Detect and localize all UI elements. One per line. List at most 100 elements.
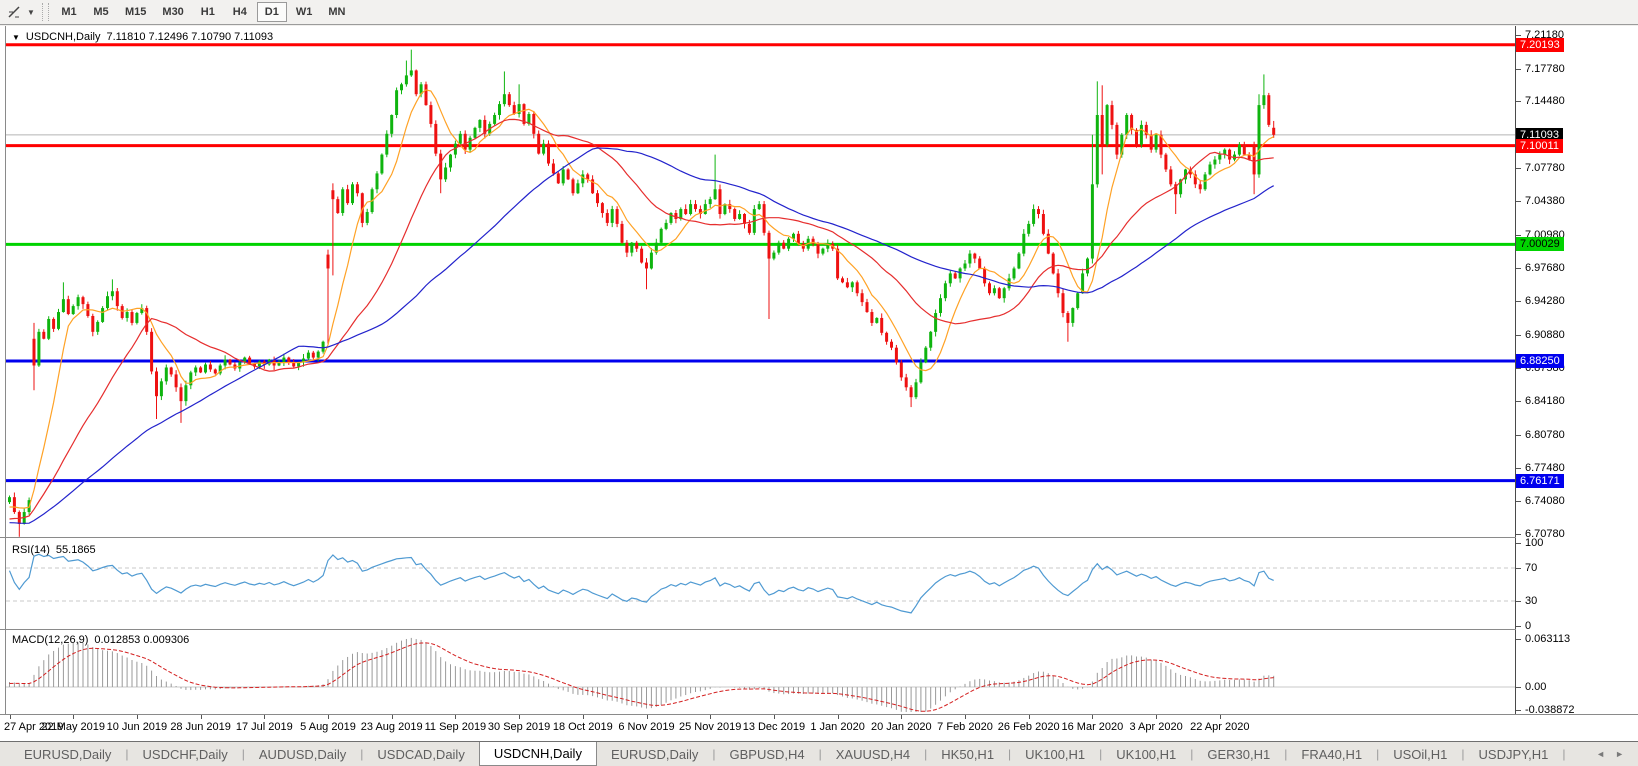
date-label: 11 Sep 2019 — [424, 721, 487, 733]
date-tick-mark — [837, 715, 839, 719]
price-level-badge: 7.20193 — [1516, 37, 1564, 52]
date-label: 22 May 2019 — [41, 721, 105, 733]
price-tick-label: 7.04380 — [1525, 195, 1565, 208]
chart-tab-uk100-h1[interactable]: UK100,H1 — [1116, 746, 1177, 762]
chart-tab-eurusd-daily[interactable]: EURUSD,Daily — [610, 746, 699, 762]
price-tick-mark — [1516, 101, 1521, 103]
date-tick-mark — [9, 715, 11, 719]
chart-tab-usdchf-daily[interactable]: USDCHF,Daily — [142, 746, 228, 762]
chart-tab-xauusd-h4[interactable]: XAUUSD,H4 — [835, 746, 911, 762]
price-tick-label: 6.77480 — [1525, 461, 1565, 474]
timeframe-button-d1[interactable]: D1 — [256, 2, 287, 22]
chart-tab-usoil-h1[interactable]: USOil,H1 — [1393, 746, 1448, 762]
chart-tab-hk50-h1[interactable]: HK50,H1 — [941, 746, 995, 762]
macd-tick-label: -0.038872 — [1525, 704, 1575, 716]
moving-average-layer — [9, 89, 1274, 524]
date-label: 3 Apr 2020 — [1129, 721, 1183, 733]
macd-pane[interactable] — [6, 631, 1515, 714]
price-tick-label: 7.14480 — [1525, 95, 1565, 108]
macd-histogram — [9, 637, 1275, 712]
date-tick-mark — [773, 715, 775, 719]
rsi-line — [8, 553, 1274, 614]
date-tick-mark — [901, 715, 903, 719]
timeframe-button-h4[interactable]: H4 — [232, 6, 247, 18]
chart-tab-usdcnh-daily[interactable]: USDCNH,Daily — [478, 742, 597, 766]
chart-bottom-border — [0, 714, 1638, 715]
price-tick-mark — [1516, 435, 1521, 436]
tab-separator: | — [1284, 747, 1288, 761]
rsi-tick-label: 70 — [1525, 561, 1538, 574]
chart-tab-gbpusd-h4[interactable]: GBPUSD,H4 — [729, 746, 805, 762]
symbol-panel-caret[interactable]: ▼ — [12, 32, 20, 42]
tool-dropdown-caret[interactable]: ▼ — [27, 7, 35, 17]
price-tick-label: 6.70780 — [1525, 528, 1565, 540]
price-axis-border — [1515, 26, 1516, 714]
rsi-tick-mark — [1516, 600, 1521, 602]
rsi-tick-label: 0 — [1525, 619, 1532, 632]
timeframe-button-m5[interactable]: M5 — [93, 6, 109, 18]
price-tick-label: 6.90880 — [1525, 329, 1565, 341]
timeframe-button-m30[interactable]: M30 — [162, 6, 184, 18]
date-tick-mark — [519, 715, 521, 719]
timeframe-button-h1[interactable]: H1 — [200, 6, 215, 18]
date-tick-mark — [73, 715, 75, 719]
chart-tab-eurusd-daily[interactable]: EURUSD,Daily — [24, 746, 112, 762]
chart-tab-usdcad-daily[interactable]: USDCAD,Daily — [377, 746, 465, 762]
chart-tab-ger30-h1[interactable]: GER30,H1 — [1207, 746, 1271, 762]
date-label: 13 Dec 2019 — [742, 721, 806, 733]
date-label: 30 Sep 2019 — [487, 721, 551, 733]
price-tick-mark — [1516, 68, 1521, 70]
timeframe-button-mn[interactable]: MN — [328, 6, 346, 18]
price-tick-label: 6.74080 — [1525, 495, 1565, 508]
candles-layer — [8, 49, 1276, 537]
tabs-scroll-left-icon[interactable]: ◄ — [1596, 749, 1606, 759]
timeframe-toolbar: ▼ M1 M5 M15 M30 H1 H4 D1 W1 MN — [0, 0, 1638, 25]
crosshair-tool-button[interactable] — [4, 2, 24, 22]
chart-tab-audusd-daily[interactable]: AUDUSD,Daily — [258, 746, 347, 762]
chart-tab-uk100-h1[interactable]: UK100,H1 — [1025, 746, 1086, 762]
toolbar-grip[interactable] — [42, 3, 49, 21]
timeframe-button-m1[interactable]: M1 — [61, 6, 77, 18]
tab-separator: | — [1461, 747, 1465, 761]
tabs-scroll-right-icon[interactable]: ► — [1615, 749, 1624, 759]
price-level-badge: 7.00029 — [1516, 237, 1564, 252]
price-axis[interactable]: 7.21180 7.17780 7.14480 7.07780 7.04380 7.009… — [1516, 26, 1638, 716]
price-tick-label: 6.94280 — [1525, 295, 1565, 308]
macd-label: MACD(12,26,9) 0.012853 0.009306 — [12, 634, 189, 646]
main-chart-pane[interactable] — [6, 26, 1515, 537]
rsi-indicator-name: RSI(14) — [12, 544, 50, 556]
date-tick-mark — [455, 715, 457, 719]
timeframe-button-m15[interactable]: M15 — [125, 6, 147, 18]
tab-separator: | — [360, 747, 364, 761]
rsi-tick-mark — [1516, 567, 1521, 569]
tab-separator: | — [1190, 747, 1194, 761]
date-label: 7 Feb 2020 — [937, 721, 993, 733]
date-tick-mark — [1092, 715, 1094, 719]
date-label: 16 Mar 2020 — [1061, 721, 1124, 733]
macd-tick-label: 0.063113 — [1525, 633, 1571, 646]
rsi-label: RSI(14) 55.1865 — [12, 544, 96, 556]
price-tick-label: 7.17780 — [1525, 62, 1565, 75]
chart-tab-fra40-h1[interactable]: FRA40,H1 — [1301, 746, 1363, 762]
chart-ohlc-values: 7.11810 7.12496 7.10790 7.11093 — [106, 31, 274, 43]
price-tick-mark — [1516, 467, 1521, 469]
date-label: 6 Nov 2019 — [618, 721, 675, 733]
timeframe-button-w1[interactable]: W1 — [295, 6, 313, 18]
pane-divider-macd[interactable] — [0, 629, 1638, 630]
date-tick-mark — [328, 715, 329, 719]
macd-indicator-value: 0.012853 0.009306 — [94, 634, 190, 646]
rsi-tick-mark — [1516, 625, 1521, 627]
price-level-badge: 7.10011 — [1516, 138, 1563, 153]
date-tick-mark — [646, 715, 648, 719]
tab-separator: | — [125, 747, 129, 761]
pane-divider-rsi[interactable] — [0, 537, 1638, 538]
chart-tab-usdjpy-h1[interactable]: USDJPY,H1 — [1478, 746, 1549, 762]
date-tick-mark — [1219, 715, 1221, 719]
date-label: 27 Apr 2019 — [4, 721, 64, 733]
rsi-pane[interactable] — [6, 540, 1515, 628]
time-axis[interactable]: 27 Apr 2019 22 May 2019 10 Jun 2019 28 Jun … — [0, 715, 1638, 741]
price-tick-mark — [1516, 367, 1521, 369]
date-label: 17 Jul 2019 — [235, 721, 293, 733]
price-tick-label: 6.84180 — [1525, 395, 1565, 408]
price-tick-mark — [1516, 201, 1521, 203]
